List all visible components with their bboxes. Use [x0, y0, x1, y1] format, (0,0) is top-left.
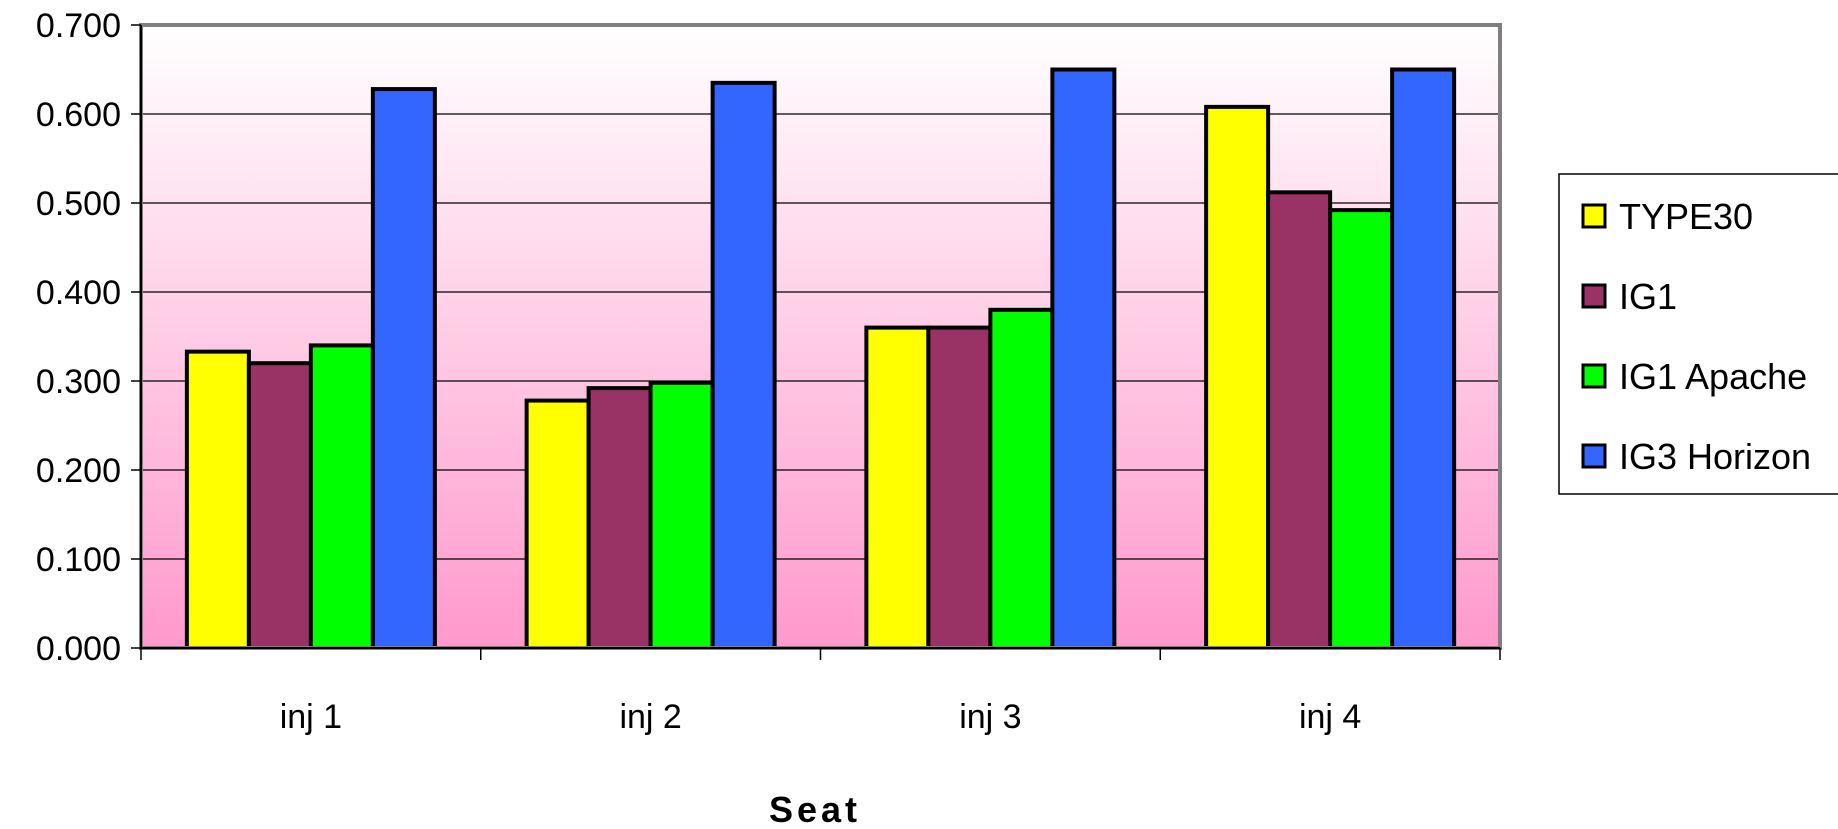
bar-ig3-horizon-inj-4 — [1390, 67, 1457, 650]
y-tick-label: 0.400 — [36, 274, 121, 312]
y-tick-label: 0.100 — [36, 541, 121, 579]
legend: TYPE30 IG1 IG1 Apache IG3 Horizon — [1558, 173, 1838, 495]
legend-label: IG1 — [1619, 276, 1677, 317]
legend-label: IG3 Horizon — [1619, 436, 1811, 477]
bar-ig1-apache-inj-1 — [308, 343, 375, 650]
legend-swatch — [1581, 363, 1607, 389]
legend-swatch — [1581, 283, 1607, 309]
bar-ig1-inj-2 — [586, 386, 653, 650]
bar-ig3-horizon-inj-3 — [1050, 67, 1117, 650]
bar-type30-inj-3 — [864, 325, 931, 650]
legend-label: IG1 Apache — [1619, 356, 1807, 397]
x-tick-labels: inj 1 inj 2 inj 3 inj 4 — [280, 698, 1362, 736]
bar-type30-inj-2 — [524, 398, 591, 650]
bar-ig1-apache-inj-3 — [988, 307, 1055, 650]
x-tick-label: inj 4 — [1299, 698, 1361, 736]
y-tick-label: 0.000 — [36, 630, 121, 668]
bar-ig1-apache-inj-2 — [648, 380, 715, 650]
x-tick-label: inj 3 — [959, 698, 1021, 736]
x-axis-title: Seat — [769, 789, 861, 829]
y-tick-label: 0.600 — [36, 96, 121, 134]
y-tick-label: 0.700 — [36, 7, 121, 45]
axes — [131, 24, 1501, 660]
y-tick-label: 0.200 — [36, 452, 121, 490]
legend-label: TYPE30 — [1619, 196, 1753, 237]
y-tick-label: 0.500 — [36, 185, 121, 223]
legend-swatch — [1581, 443, 1607, 469]
y-tick-labels: 0.000 0.100 0.200 0.300 0.400 0.500 0.600 0.700 — [36, 7, 121, 668]
bars — [184, 67, 1457, 651]
bar-ig3-horizon-inj-1 — [370, 87, 437, 650]
bar-ig1-apache-inj-4 — [1328, 208, 1395, 650]
bar-ig3-horizon-inj-2 — [710, 80, 777, 651]
x-tick-label: inj 2 — [619, 698, 681, 736]
y-tick-label: 0.300 — [36, 363, 121, 401]
bar-type30-inj-1 — [184, 349, 251, 650]
bar-ig1-inj-4 — [1266, 190, 1333, 650]
legend-swatch — [1581, 203, 1607, 229]
bar-type30-inj-4 — [1204, 104, 1271, 650]
bar-ig1-inj-1 — [246, 361, 313, 650]
bar-ig1-inj-3 — [926, 325, 993, 650]
x-tick-label: inj 1 — [280, 698, 342, 736]
